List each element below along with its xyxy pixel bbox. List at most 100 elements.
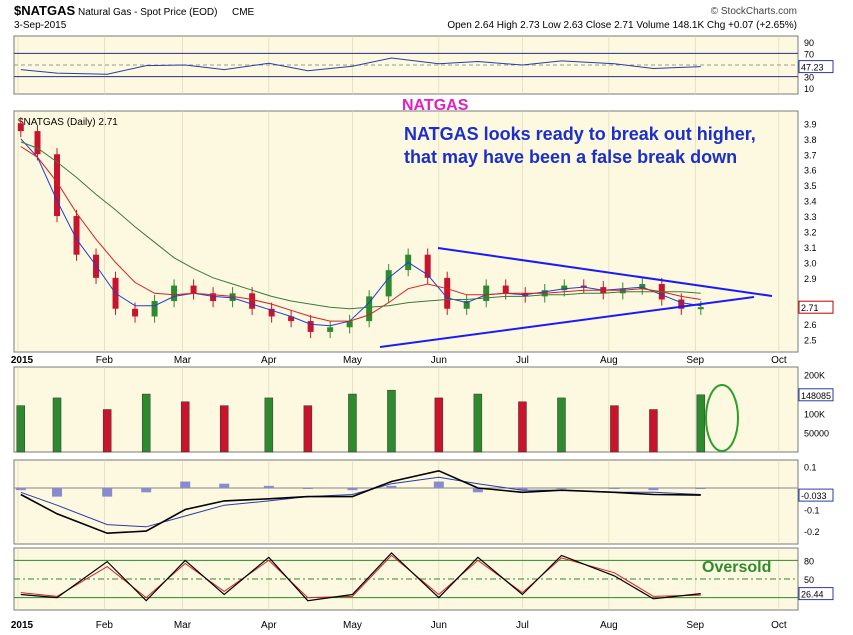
date-label-bottom: Aug: [600, 620, 618, 631]
date-label-middle: Feb: [96, 355, 114, 366]
rsi-last-value: 47.23: [801, 63, 824, 73]
upper-trendline: [437, 247, 773, 297]
date-label-bottom: Jun: [431, 620, 447, 631]
macd-histogram-bar: [52, 488, 63, 497]
chart-header: $NATGAS Natural Gas - Spot Price (EOD) C…: [14, 3, 797, 31]
candle-body: [619, 288, 626, 294]
candle-body: [346, 321, 353, 328]
symbol-label: $NATGAS: [14, 3, 75, 18]
rsi-last-value-box: [798, 60, 834, 74]
macd-histogram-bar: [609, 488, 620, 489]
rsi-plot: [14, 52, 798, 78]
volume-bar: [180, 401, 190, 453]
date-label-middle: 2015: [11, 355, 34, 366]
date-label: 3-Sep-2015: [14, 20, 67, 31]
price-tick-label: 3.1: [804, 243, 817, 253]
volume-tick-label: 100K: [804, 409, 825, 419]
price-plot: $NATGAS (Daily) 2.71: [17, 117, 704, 339]
macd-tick-label: 0.1: [804, 462, 817, 472]
candle-body: [385, 270, 392, 297]
volume-bar: [387, 389, 396, 453]
volume-bar: [473, 393, 483, 453]
volume-bar: [219, 405, 229, 453]
volume-bar: [141, 393, 151, 453]
price-tick-label: 2.5: [804, 336, 817, 346]
candle-body: [697, 307, 704, 310]
volume-tick-label: 50000: [804, 429, 829, 439]
candle-body: [307, 321, 314, 332]
triangle-pattern: [379, 247, 773, 348]
macd-last-value: -0.033: [801, 491, 827, 501]
macd-histogram-bar: [15, 488, 26, 491]
date-label-middle: Jul: [516, 355, 529, 366]
stochastic-tick-label: 80: [804, 556, 814, 566]
volume-bar: [518, 401, 527, 453]
exchange-label: CME: [232, 7, 255, 18]
date-label-middle: Aug: [600, 355, 618, 366]
volume-last-value-box: [798, 388, 834, 402]
stochastic-plot: [14, 552, 798, 602]
volume-tick-label: 200K: [804, 371, 825, 381]
date-axis-middle: 2015 Feb Mar Apr May Jun Jul Aug Sep Oct: [11, 355, 787, 366]
date-label-bottom: 2015: [11, 620, 34, 631]
ma_fast-line: [20, 138, 701, 327]
macd-histogram-bar: [302, 488, 313, 489]
date-label-bottom: Oct: [771, 620, 787, 631]
date-label-bottom: May: [343, 620, 362, 631]
candle-body: [54, 154, 61, 217]
price-tick-label: 3.9: [804, 119, 817, 129]
ma_slow-line: [20, 141, 701, 310]
candle-body: [268, 308, 275, 317]
candle-body: [327, 327, 334, 332]
price-tick-label: 3.0: [804, 258, 817, 268]
price-last-value: 2.71: [801, 303, 819, 313]
volume-bar: [303, 405, 313, 453]
date-label-bottom: Jul: [516, 620, 529, 631]
annotation-title: NATGAS: [402, 97, 469, 114]
macd-histogram-bar: [695, 488, 706, 489]
candle-body: [210, 293, 217, 302]
volume-bar: [52, 397, 62, 453]
macd-panel: [13, 459, 799, 545]
candle-body: [288, 316, 295, 322]
macd-last-value-box: [798, 488, 834, 502]
date-label-middle: Jun: [431, 355, 447, 366]
candle-body: [580, 285, 587, 288]
volume-bar: [557, 397, 566, 453]
macd-tick-label: -0.2: [804, 527, 820, 537]
price-axis: 3.93.83.73.63.53.43.33.23.13.02.92.732.7…: [798, 119, 834, 346]
volume-bar: [649, 409, 658, 453]
stochastic-last-value: 26.44: [801, 590, 824, 600]
macd-histogram-bar: [141, 488, 152, 493]
macd-histogram-bar: [472, 488, 483, 493]
candle-body: [171, 285, 178, 302]
candle-body: [34, 131, 41, 155]
price-tick-label: 3.3: [804, 212, 817, 222]
stochastic-axis: 80 50 26.44: [798, 556, 834, 601]
candle-body: [444, 277, 451, 309]
volume-highlight-circle: [705, 384, 739, 452]
macd-histogram-bar: [386, 485, 397, 488]
stochastic-fast-line: [20, 552, 701, 602]
candle-body: [73, 216, 80, 255]
annotation-line-2: that may have been a false break down: [404, 147, 737, 167]
volume-last-value: 148085: [801, 391, 831, 401]
stochastic-tick-label: 50: [804, 575, 814, 585]
date-label-bottom: Feb: [96, 620, 114, 631]
macd-line: [20, 469, 701, 535]
date-label-bottom: Mar: [174, 620, 192, 631]
stochastic-last-value-box: [798, 587, 834, 601]
date-label-middle: Oct: [771, 355, 787, 366]
date-label-middle: Apr: [261, 355, 277, 366]
candle-body: [229, 293, 236, 302]
rsi-tick-label: 70: [804, 49, 814, 59]
macd-histogram-bar: [180, 481, 191, 488]
price-tick-label: 3.8: [804, 135, 817, 145]
candle-body: [17, 123, 24, 132]
candle-body: [151, 301, 158, 317]
macd-histogram-bar: [102, 488, 113, 497]
candle-body: [678, 299, 685, 309]
volume-bar: [102, 409, 112, 453]
candle-body: [639, 284, 646, 289]
candle-body: [561, 285, 568, 291]
